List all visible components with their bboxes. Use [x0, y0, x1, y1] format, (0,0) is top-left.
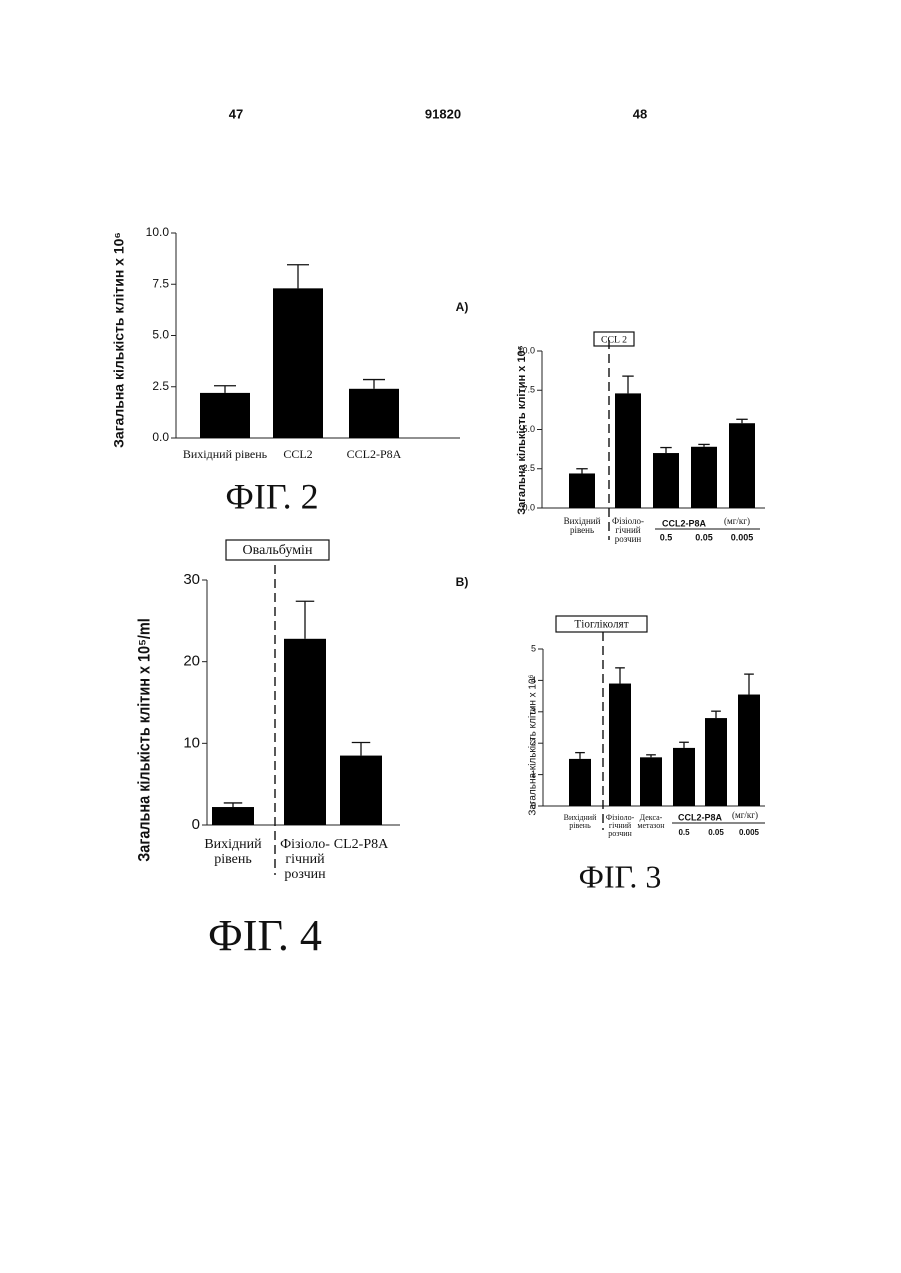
bar — [200, 393, 250, 438]
x-tick-label: Фізіоло-гічнийрозчин — [606, 813, 635, 838]
y-axis-label: Загальна кількість клітин х 10⁵/ml — [135, 618, 153, 861]
x-tick-label: Вихіднийрівень — [564, 516, 601, 535]
page: {"header": {"left_page": "47", "patent_n… — [0, 0, 901, 1273]
figure-caption: ФІГ. 2 — [225, 476, 318, 516]
y-axis-label: Загальна кількість клітин х 10⁶ — [528, 674, 539, 815]
group-label: CCL2-P8A — [678, 812, 723, 822]
bar — [653, 453, 679, 508]
y-tick-label: 30 — [183, 571, 200, 588]
bar — [615, 393, 641, 508]
bar — [340, 756, 382, 825]
bar — [349, 389, 399, 438]
panel-label: В) — [456, 575, 469, 589]
chart-title: CCL 2 — [601, 334, 627, 345]
document-page: 47 91820 48 ФІГ. 2 ФІГ. 3 ФІГ. 4 0.0 2.5 5… — [0, 0, 901, 1273]
y-tick-label: 0.0 — [152, 430, 169, 444]
x-tick-label: Декса-метазон — [637, 813, 665, 830]
y-tick-label: 7.5 — [152, 276, 169, 290]
panel-label: А) — [456, 300, 469, 314]
bar — [273, 288, 323, 438]
x-tick-label: CCL2 — [283, 447, 312, 461]
bar — [569, 759, 591, 806]
patent-number: 91820 — [425, 106, 461, 121]
x-tick-label: Фізіоло-гічнийрозчин — [280, 837, 330, 882]
bar — [640, 757, 662, 806]
x-tick-label: Фізіоло-гічнийрозчин — [612, 516, 644, 544]
unit-label: (мг/кг) — [724, 516, 750, 526]
x-tick-label: Вихідний рівень — [183, 447, 268, 461]
chart-title: Тіогліколят — [574, 619, 628, 631]
x-tick-label: 0.005 — [739, 828, 760, 837]
x-tick-label: 0.005 — [731, 532, 754, 542]
chart-title: Овальбумін — [243, 543, 313, 558]
bar — [705, 718, 727, 806]
bar — [673, 748, 695, 806]
x-tick-label: 0.05 — [708, 828, 724, 837]
y-axis-label: Загальна кількість клітин х 10⁶ — [516, 345, 528, 514]
bar — [569, 473, 595, 508]
bar — [284, 639, 326, 825]
unit-label: (мг/кг) — [732, 810, 758, 820]
bar — [609, 684, 631, 806]
x-tick-label: Вихіднийрівень — [204, 837, 262, 867]
bar — [212, 807, 254, 825]
y-tick-label: 5.0 — [152, 328, 169, 342]
figure-caption: ФІГ. 4 — [208, 911, 322, 960]
bar — [738, 695, 760, 806]
page-number: 47 — [229, 106, 243, 121]
x-tick-label: CL2-P8A — [334, 837, 389, 852]
y-tick-label: 10.0 — [146, 225, 170, 239]
figure-caption: ФІГ. 3 — [579, 858, 662, 894]
bar — [729, 423, 755, 508]
x-tick-label: 0.5 — [660, 532, 673, 542]
y-tick-label: 5 — [531, 643, 536, 653]
y-tick-label: 20 — [183, 653, 200, 670]
x-tick-label: Вихіднийрівень — [564, 813, 597, 830]
bar — [691, 447, 717, 508]
x-tick-label: 0.05 — [695, 532, 713, 542]
page-number: 48 — [633, 106, 647, 121]
y-tick-label: 2.5 — [152, 379, 169, 393]
x-tick-label: CCL2-P8A — [347, 447, 402, 461]
y-axis-label: Загальна кількість клітин х 10⁶ — [111, 232, 127, 448]
y-tick-label: 0 — [192, 816, 200, 833]
x-tick-label: 0.5 — [678, 828, 690, 837]
y-tick-label: 10 — [183, 734, 200, 751]
group-label: CCL2-P8A — [662, 518, 707, 528]
